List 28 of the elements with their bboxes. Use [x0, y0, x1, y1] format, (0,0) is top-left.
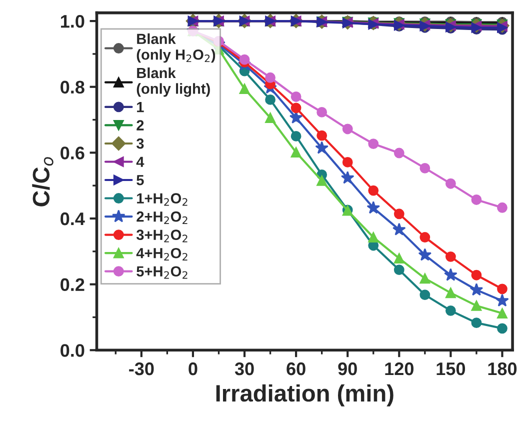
x-tick-label: 0 [188, 362, 198, 376]
x-tick-label: 30 [234, 362, 254, 376]
y-tick-label: 0.0 [60, 344, 84, 357]
legend-label: 3 [136, 138, 144, 149]
legend-label: 1 [137, 102, 144, 112]
legend-label: 5+H$_{2}$O$_{2}$ [136, 266, 188, 279]
y-tick-label: 1.0 [60, 14, 84, 28]
y-tick-label: 0.2 [60, 278, 84, 292]
legend-label: 4+H$_{2}$O$_{2}$ [136, 248, 188, 261]
legend-label: 4 [136, 156, 144, 167]
legend-label: Blank (only light) [136, 67, 210, 97]
x-tick-label: 60 [286, 362, 306, 376]
legend-label: 2+H$_{2}$O$_{2}$ [136, 211, 188, 224]
y-tick-label: 0.6 [60, 146, 84, 160]
y-tick-label: 0.4 [60, 212, 85, 226]
x-tick-label: 150 [436, 362, 466, 376]
legend-label: 2 [136, 120, 144, 130]
x-tick-label: -30 [129, 362, 154, 376]
x-tick-label: 180 [488, 362, 517, 376]
x-axis-title: Irradiation (min) [216, 384, 394, 406]
legend-label: 3+H$_{2}$O$_{2}$ [136, 230, 188, 242]
x-tick-label: 120 [385, 362, 414, 376]
legend-label: Blank (only H$_{2}$O$_{2}$) [136, 33, 216, 63]
x-tick-label: 90 [338, 362, 357, 376]
y-axis-title: C/C$_{o}$ [32, 157, 54, 206]
y-tick-label: 0.8 [60, 80, 84, 94]
legend-label: 1+H$_{2}$O$_{2}$ [137, 193, 188, 206]
legend-label: 5 [136, 175, 144, 186]
